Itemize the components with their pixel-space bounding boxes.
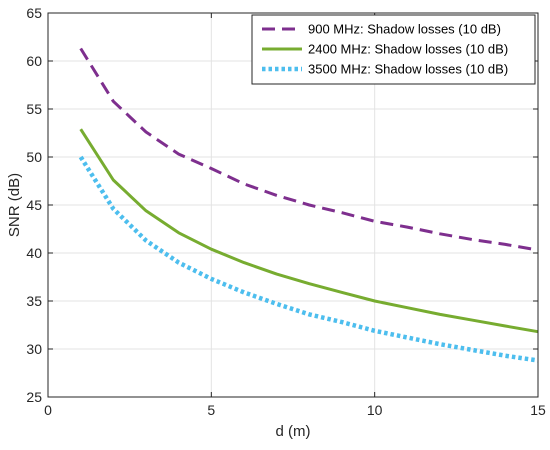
x-tick-label: 0	[44, 402, 52, 418]
x-axis-title: d (m)	[276, 423, 311, 440]
y-tick-label: 40	[26, 245, 42, 261]
y-tick-label: 65	[26, 5, 42, 21]
y-tick-label: 25	[26, 389, 42, 405]
series-line-3	[78, 155, 539, 363]
series-line-1	[79, 47, 539, 252]
x-tick-label: 5	[207, 402, 215, 418]
y-tick-label: 45	[26, 197, 42, 213]
y-tick-label: 35	[26, 293, 42, 309]
y-tick-label: 55	[26, 101, 42, 117]
series-lines	[78, 47, 539, 363]
x-tick-label: 10	[367, 402, 383, 418]
y-axis-title: SNR (dB)	[6, 173, 23, 237]
x-tick-label: 15	[530, 402, 546, 418]
legend-label: 3500 MHz: Shadow losses (10 dB)	[308, 62, 508, 77]
series-line-2	[79, 128, 539, 334]
legend-label: 2400 MHz: Shadow losses (10 dB)	[308, 42, 508, 57]
ticks: 0 5 10 15 25 30 35 40 45 50 55 60 65	[26, 5, 546, 418]
y-tick-label: 60	[26, 53, 42, 69]
legend: 900 MHz: Shadow losses (10 dB) 2400 MHz: …	[251, 14, 536, 85]
legend-label: 900 MHz: Shadow losses (10 dB)	[308, 22, 501, 37]
y-tick-label: 50	[26, 149, 42, 165]
y-tick-label: 30	[26, 341, 42, 357]
